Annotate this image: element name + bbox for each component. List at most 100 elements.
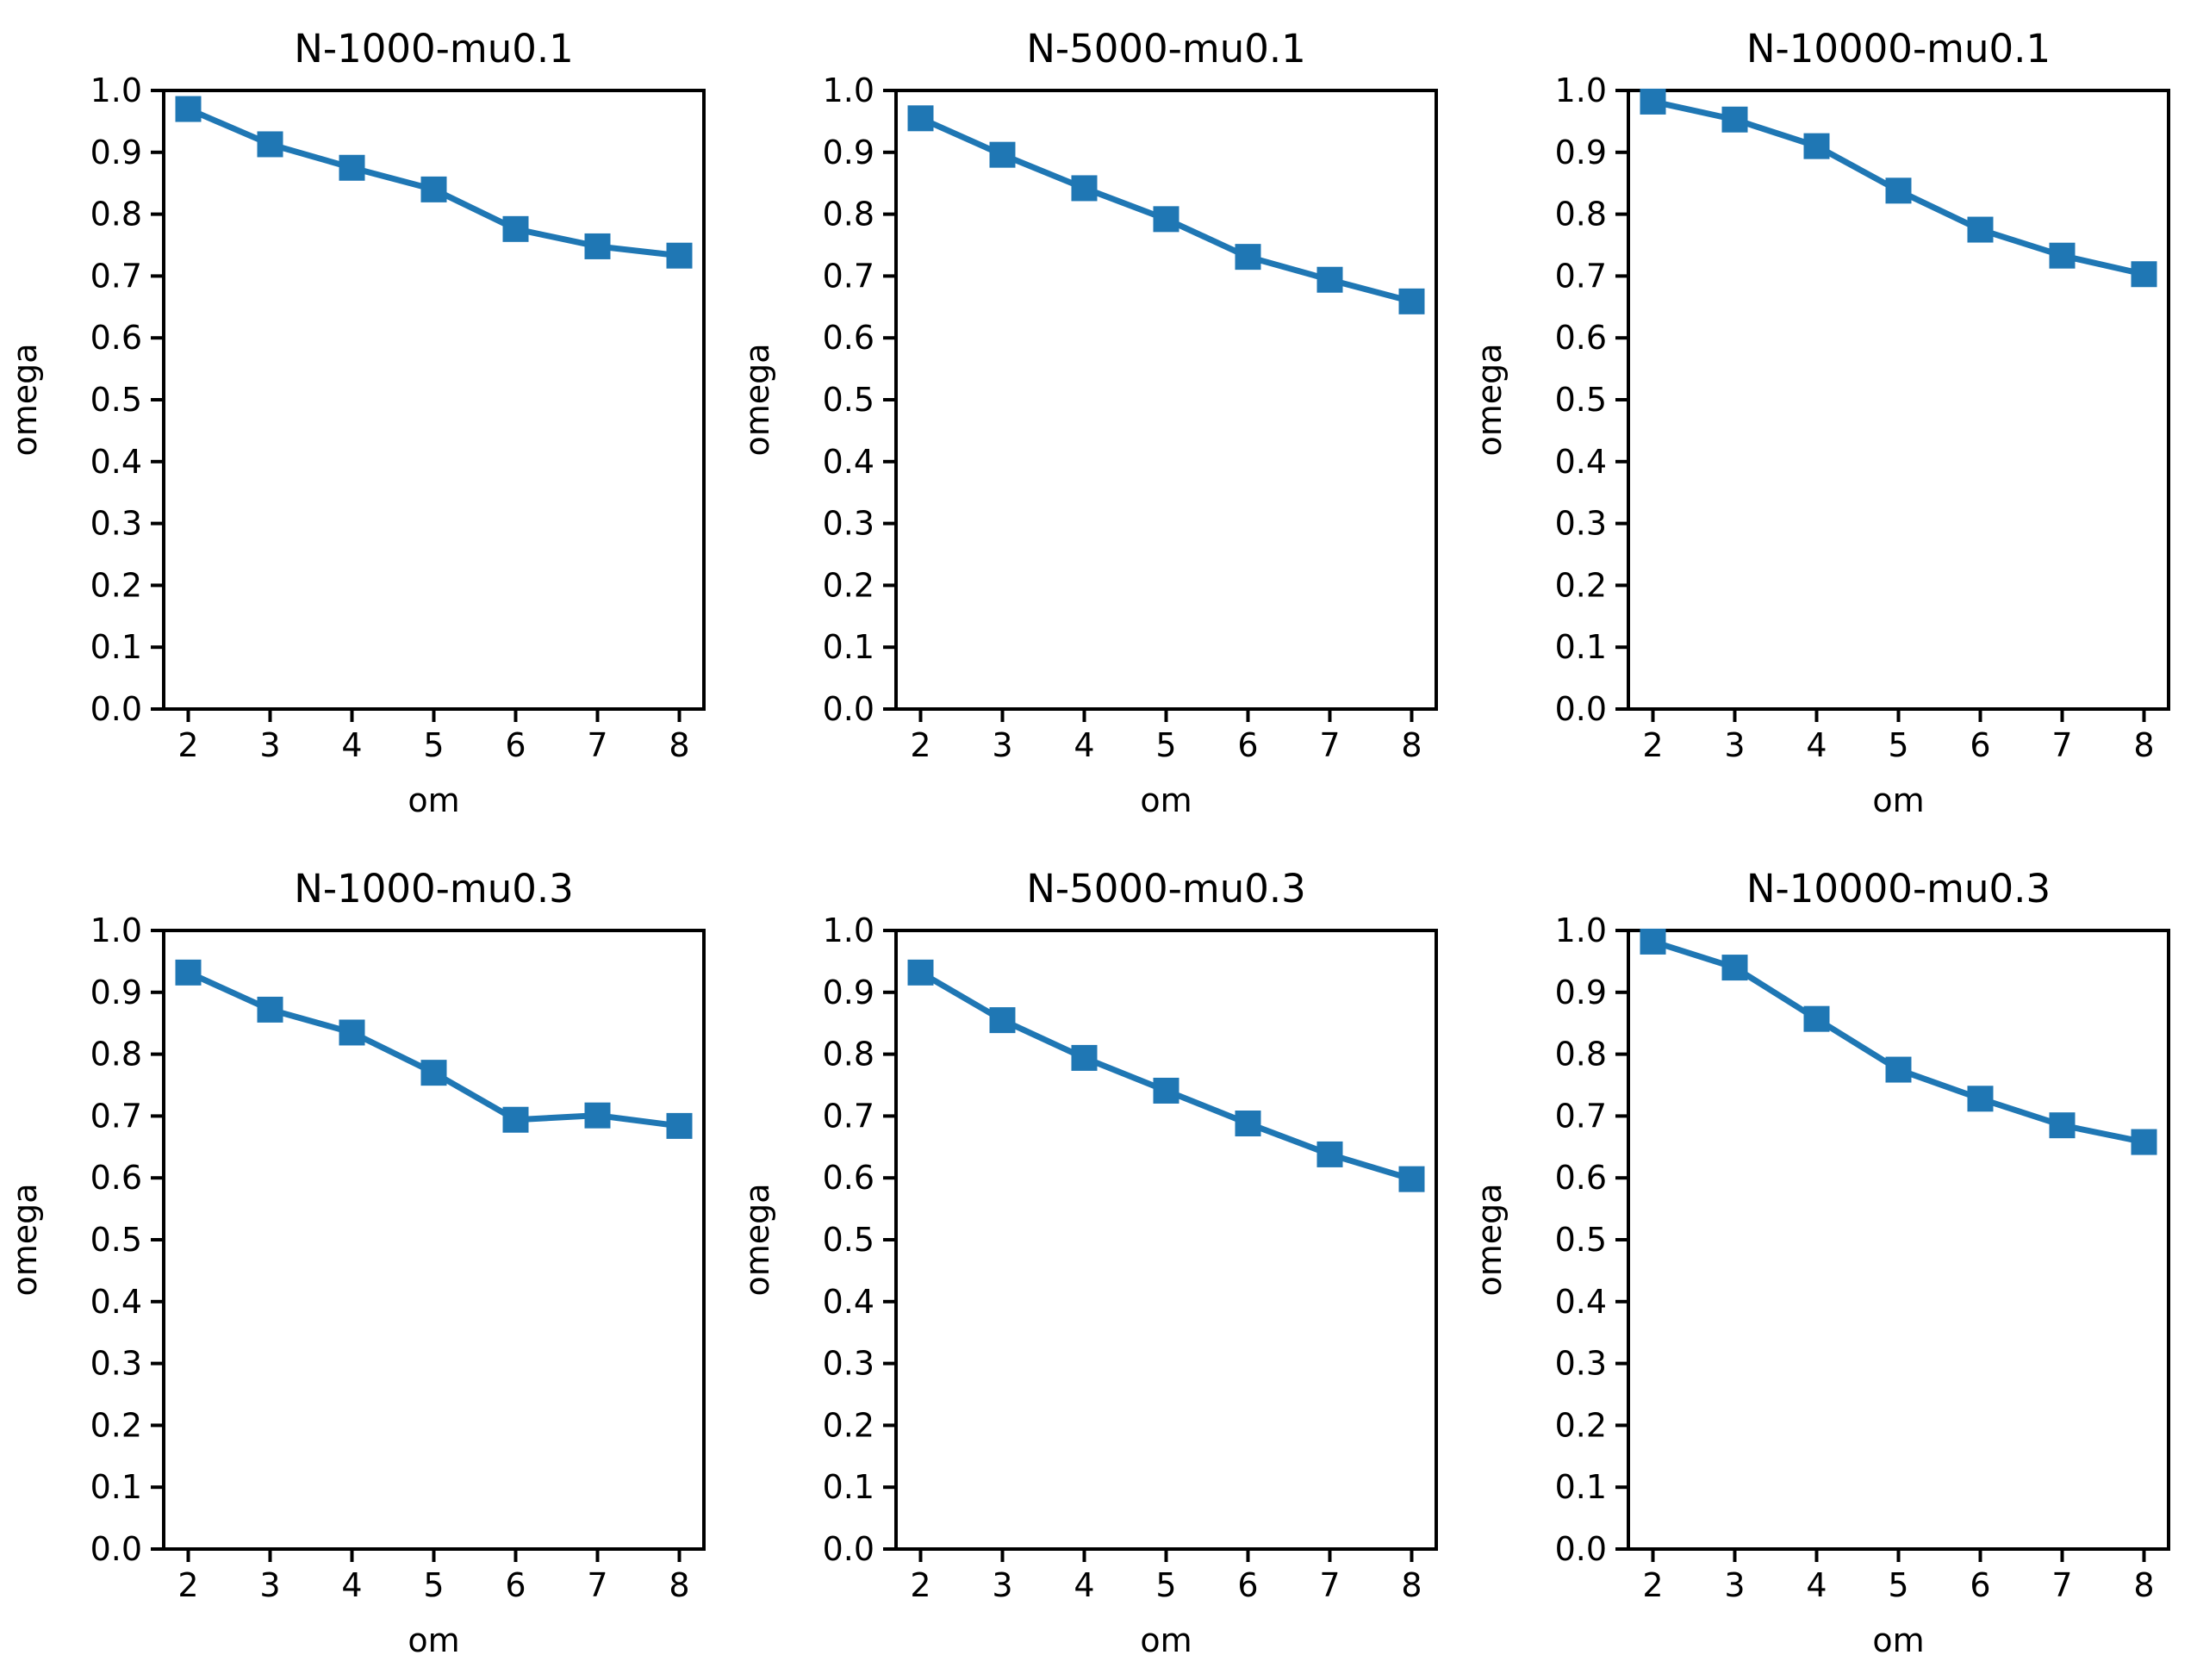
x-tick-label: 8 (1401, 726, 1422, 764)
data-point-marker (1316, 1141, 1343, 1167)
y-tick-label: 0.6 (1555, 1159, 1607, 1197)
y-tick-label: 0.9 (1555, 134, 1607, 171)
y-tick-label: 0.1 (90, 1468, 142, 1506)
x-axis-label: om (1872, 1621, 1924, 1659)
y-tick-label: 0.5 (1555, 1221, 1607, 1259)
y-tick-label: 1.0 (90, 72, 142, 109)
y-tick-label: 0.6 (1555, 319, 1607, 357)
subplot-N-1000-mu0.1: 2 3 4 5 6 7 8 0.0 0.1 0.2 0.3 0.4 0.5 0.6 0.7 0.8 0.9 1.0… (6, 26, 706, 819)
y-tick-label: 0.2 (1555, 1406, 1607, 1444)
data-point-marker (989, 1007, 1016, 1034)
x-tick-label: 7 (587, 1566, 607, 1604)
y-axis-label: omega (738, 343, 776, 456)
y-tick-label: 0.6 (90, 1159, 142, 1197)
subplot-N-1000-mu0.3: 2 3 4 5 6 7 8 0.0 0.1 0.2 0.3 0.4 0.5 0.6 0.7 0.8 0.9 1.0… (6, 866, 706, 1659)
data-point-marker (339, 1019, 365, 1046)
y-tick-label: 0.0 (823, 1530, 874, 1568)
y-tick-label: 0.0 (1555, 690, 1607, 728)
x-tick-label: 7 (2051, 726, 2072, 764)
y-tick-label: 0.8 (823, 1036, 874, 1073)
x-tick-label: 4 (1074, 1566, 1094, 1604)
data-point-marker (1153, 206, 1179, 233)
y-tick-label: 1.0 (90, 912, 142, 949)
data-point-marker (1398, 1166, 1425, 1192)
x-tick-label: 6 (1970, 726, 1990, 764)
y-tick-label: 0.2 (90, 566, 142, 604)
y-tick-label: 0.8 (90, 196, 142, 233)
data-point-marker (907, 959, 934, 986)
y-tick-label: 0.7 (90, 257, 142, 295)
y-tick-label: 0.6 (823, 1159, 874, 1197)
data-point-marker (1398, 288, 1425, 314)
x-tick-label: 2 (177, 726, 198, 764)
subplot-N-5000-mu0.1: 2 3 4 5 6 7 8 0.0 0.1 0.2 0.3 0.4 0.5 0.6 0.7 0.8 0.9 1.0… (738, 26, 1438, 819)
x-tick-label: 5 (423, 1566, 444, 1604)
data-point-marker (2049, 242, 2076, 269)
data-point-marker (1803, 133, 1830, 159)
y-tick-label: 0.9 (823, 134, 874, 171)
y-tick-label: 0.6 (90, 319, 142, 357)
plot-frame (894, 89, 1438, 711)
x-tick-label: 2 (177, 1566, 198, 1604)
y-tick-label: 0.4 (1555, 443, 1607, 481)
x-tick-label: 4 (1806, 1566, 1827, 1604)
data-point-marker (584, 1102, 611, 1129)
data-point-marker (666, 242, 693, 269)
y-tick-label: 0.8 (823, 196, 874, 233)
x-tick-label: 8 (1401, 1566, 1422, 1604)
y-tick-label: 0.9 (90, 974, 142, 1011)
x-tick-label: 7 (587, 726, 607, 764)
data-point-marker (1640, 928, 1666, 955)
y-tick-label: 0.3 (90, 1345, 142, 1383)
y-tick-label: 0.1 (823, 628, 874, 666)
subplot-N-5000-mu0.3: 2 3 4 5 6 7 8 0.0 0.1 0.2 0.3 0.4 0.5 0.6 0.7 0.8 0.9 1.0… (738, 866, 1438, 1659)
plot-frame (894, 929, 1438, 1551)
y-tick-label: 0.6 (823, 319, 874, 357)
y-tick-label: 0.9 (1555, 974, 1607, 1011)
plot-frame (162, 89, 706, 711)
y-tick-label: 0.7 (90, 1097, 142, 1135)
y-tick-label: 0.3 (1555, 505, 1607, 543)
plot-frame (1627, 929, 2170, 1551)
y-tick-label: 0.1 (823, 1468, 874, 1506)
y-axis-label: omega (1471, 1183, 1509, 1296)
y-tick-label: 0.1 (1555, 628, 1607, 666)
y-tick-label: 0.0 (1555, 1530, 1607, 1568)
data-point-marker (1721, 955, 1748, 981)
y-tick-label: 0.8 (1555, 196, 1607, 233)
x-axis-label: om (1140, 781, 1192, 819)
data-point-marker (502, 215, 529, 242)
data-point-marker (257, 996, 283, 1023)
x-axis-label: om (408, 781, 459, 819)
x-tick-label: 2 (1642, 1566, 1663, 1604)
y-tick-label: 1.0 (1555, 72, 1607, 109)
y-axis-label: omega (6, 1183, 44, 1296)
x-tick-label: 8 (669, 726, 689, 764)
data-point-marker (1640, 88, 1666, 115)
x-tick-label: 3 (992, 726, 1012, 764)
subplot-title: N-10000-mu0.1 (1746, 26, 2051, 72)
x-tick-label: 4 (341, 1566, 362, 1604)
data-point-marker (1885, 177, 1912, 204)
y-axis-label: omega (1471, 343, 1509, 456)
y-tick-label: 0.5 (90, 1221, 142, 1259)
y-tick-label: 0.2 (1555, 566, 1607, 604)
x-tick-label: 8 (2133, 726, 2154, 764)
data-point-marker (1235, 1111, 1261, 1137)
x-tick-label: 5 (1888, 1566, 1908, 1604)
x-tick-label: 5 (423, 726, 444, 764)
data-point-marker (1316, 266, 1343, 293)
subplot-title: N-10000-mu0.3 (1746, 866, 2051, 912)
y-tick-label: 0.2 (90, 1406, 142, 1444)
x-tick-label: 8 (2133, 1566, 2154, 1604)
x-tick-label: 2 (910, 726, 930, 764)
y-tick-label: 0.3 (823, 505, 874, 543)
y-tick-label: 0.3 (90, 505, 142, 543)
data-point-marker (989, 141, 1016, 168)
data-point-marker (420, 176, 447, 202)
y-tick-label: 0.9 (823, 974, 874, 1011)
x-axis-label: om (1140, 1621, 1192, 1659)
x-tick-label: 6 (505, 1566, 526, 1604)
data-point-marker (907, 105, 934, 132)
subplot-title: N-5000-mu0.1 (1026, 26, 1306, 72)
